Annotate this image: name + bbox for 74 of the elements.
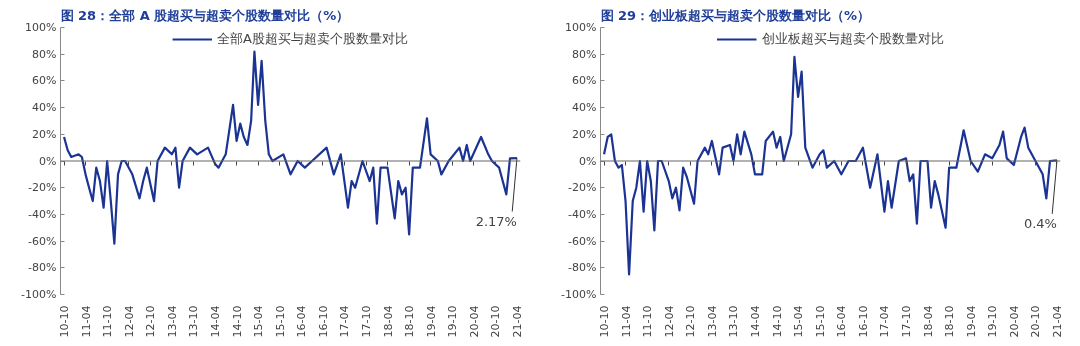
x-tick-label: 13-04	[165, 305, 179, 338]
x-tick-label: 21-04	[1050, 305, 1064, 338]
x-tick-label: 19-10	[446, 305, 460, 338]
y-tick-label: 0%	[39, 154, 57, 168]
x-tick-label: 14-04	[748, 305, 762, 338]
y-tick-label: -60%	[568, 234, 597, 248]
y-tick-label: 80%	[32, 47, 57, 61]
y-tick-label: 20%	[572, 127, 597, 141]
x-tick-label: 16-10	[316, 305, 330, 338]
y-tick-label: 20%	[32, 127, 57, 141]
y-tick-label: -40%	[568, 207, 597, 221]
x-tick-label: 14-04	[208, 305, 222, 338]
x-tick-label: 15-10	[813, 305, 827, 338]
x-tick-label: 18-10	[943, 305, 957, 338]
x-tick-label: 20-10	[1029, 305, 1043, 338]
x-tick-label: 16-04	[295, 305, 309, 338]
y-tick-label: 80%	[572, 47, 597, 61]
x-tick-label: 10-10	[598, 305, 612, 338]
y-tick-label: 60%	[32, 74, 57, 88]
y-tick-label: 100%	[25, 21, 57, 34]
y-tick-label: 40%	[572, 101, 597, 115]
x-tick-label: 10-10	[58, 305, 72, 338]
x-tick-label: 15-04	[792, 305, 806, 338]
y-tick-label: -40%	[28, 207, 57, 221]
x-tick-label: 12-10	[144, 305, 158, 338]
x-tick-label: 19-10	[986, 305, 1000, 338]
y-tick-label: -60%	[28, 234, 57, 248]
x-tick-label: 19-04	[964, 305, 978, 338]
annotation: 2.17%	[475, 213, 517, 229]
x-tick-label: 18-10	[403, 305, 417, 338]
x-tick-label: 11-10	[101, 305, 115, 338]
x-tick-label: 12-10	[684, 305, 698, 338]
y-tick-label: -20%	[568, 181, 597, 195]
x-tick-label: 17-10	[900, 305, 914, 338]
x-tick-label: 20-04	[1007, 305, 1021, 338]
y-tick-label: 60%	[572, 74, 597, 88]
x-tick-label: 11-04	[619, 305, 633, 338]
x-tick-label: 20-10	[489, 305, 503, 338]
x-tick-label: 15-04	[252, 305, 266, 338]
x-tick-label: 11-10	[641, 305, 655, 338]
y-tick-label: -100%	[561, 288, 597, 301]
y-tick-label: -20%	[28, 181, 57, 195]
x-tick-label: 16-10	[856, 305, 870, 338]
x-tick-label: 16-04	[835, 305, 849, 338]
x-tick-label: 20-04	[467, 305, 481, 338]
x-tick-label: 13-10	[187, 305, 201, 338]
annotation: 0.4%	[1023, 215, 1057, 231]
x-tick-label: 15-10	[273, 305, 287, 338]
y-tick-label: 40%	[32, 101, 57, 115]
x-tick-label: 14-10	[770, 305, 784, 338]
x-tick-label: 13-04	[705, 305, 719, 338]
legend-label: 全部A股超买与超卖个股数量对比	[217, 30, 408, 48]
x-tick-label: 18-04	[381, 305, 395, 338]
x-tick-label: 17-10	[360, 305, 374, 338]
x-tick-label: 21-04	[510, 305, 524, 338]
y-tick-label: -80%	[28, 261, 57, 275]
x-tick-label: 14-10	[230, 305, 244, 338]
y-tick-label: 100%	[565, 21, 597, 34]
x-tick-label: 11-04	[79, 305, 93, 338]
chart-title: 图 28：全部 A 股超买与超卖个股数量对比（%）	[60, 7, 350, 23]
x-tick-label: 17-04	[878, 305, 892, 338]
x-tick-label: 13-10	[727, 305, 741, 338]
x-tick-label: 17-04	[338, 305, 352, 338]
line-series	[602, 55, 1059, 276]
line-series	[62, 50, 519, 245]
x-tick-label: 19-04	[424, 305, 438, 338]
y-tick-label: -100%	[21, 288, 57, 301]
x-tick-label: 12-04	[662, 305, 676, 338]
legend-label: 创业板超买与超卖个股数量对比	[761, 30, 944, 48]
y-tick-label: -80%	[568, 261, 597, 275]
chart-title: 图 29：创业板超买与超卖个股数量对比（%）	[600, 7, 871, 23]
x-tick-label: 18-04	[921, 305, 935, 338]
y-tick-label: 0%	[579, 154, 597, 168]
x-tick-label: 12-04	[122, 305, 136, 338]
